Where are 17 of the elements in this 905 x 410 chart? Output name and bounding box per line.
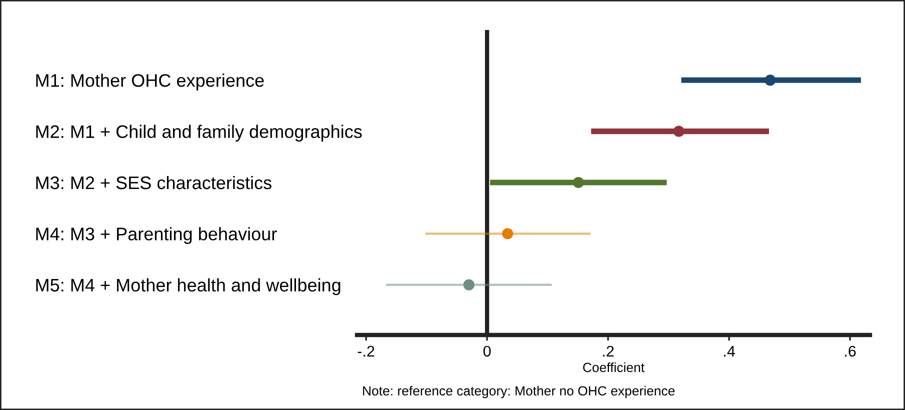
y-tick-label: M2: M1 + Child and family demographics bbox=[36, 124, 362, 142]
point bbox=[463, 279, 474, 290]
y-tick-label: M1: Mother OHC experience bbox=[36, 74, 264, 90]
x-tick-label: .4 bbox=[724, 346, 735, 356]
y-tick-label: M5: M4 + Mother health and wellbeing bbox=[36, 278, 340, 296]
y-tick-label: M3: M2 + SES characteristics bbox=[36, 176, 272, 190]
x-tick-label: 0 bbox=[483, 346, 491, 357]
point bbox=[673, 126, 684, 137]
x-tick-label: -.2 bbox=[358, 346, 374, 356]
x-tick-label: .6 bbox=[845, 346, 856, 357]
y-tick-label: M4: M3 + Parenting behaviour bbox=[36, 227, 277, 244]
x-axis-title: Coefficient bbox=[583, 362, 644, 372]
point bbox=[572, 176, 584, 188]
text: Note: reference category: Mother no OHC experience bbox=[363, 386, 675, 398]
point bbox=[764, 74, 776, 86]
point bbox=[502, 228, 514, 240]
x-tick-label: .2 bbox=[603, 346, 614, 356]
